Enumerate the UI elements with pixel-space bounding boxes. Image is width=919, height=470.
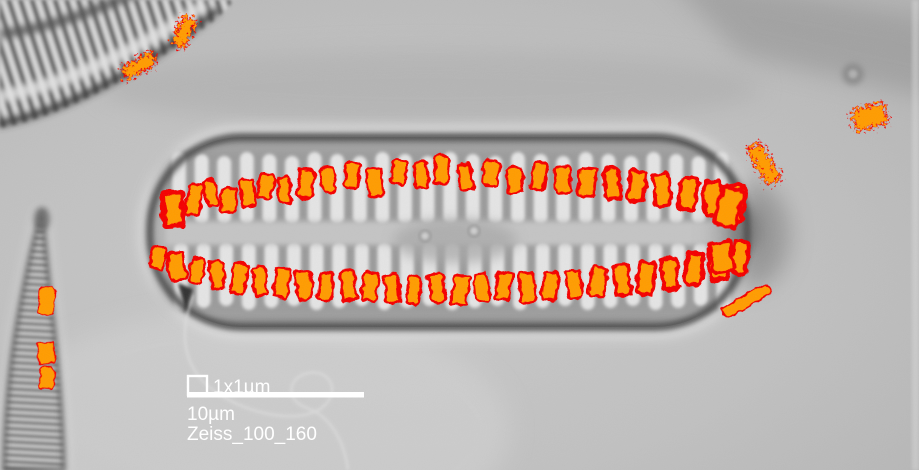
scale-annotation: 1x1µm 10µm Zeiss_100_160 [186,374,364,445]
scale-bar-label: 10µm [187,404,235,425]
scale-bar [187,392,364,398]
microscope-label: Zeiss_100_160 [187,424,317,445]
